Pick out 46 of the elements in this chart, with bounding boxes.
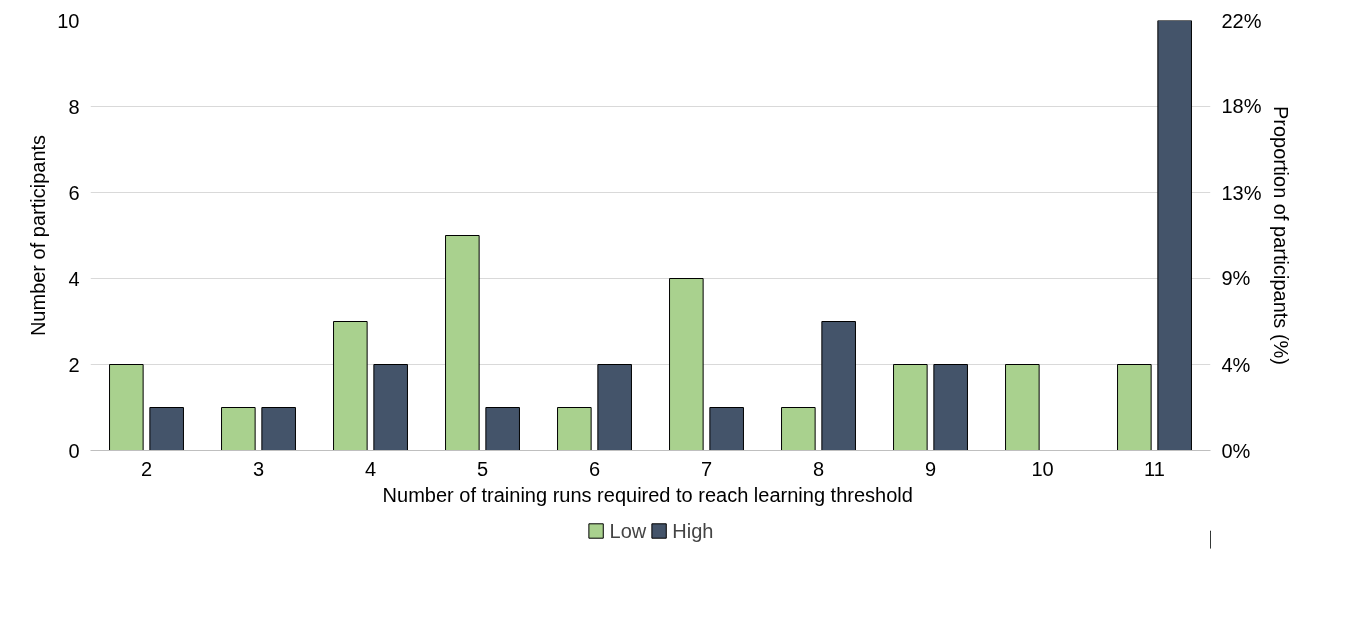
- bar: [1005, 364, 1040, 451]
- y-tick-label: 6: [68, 181, 80, 204]
- bar: [485, 407, 520, 451]
- bar: [933, 364, 968, 451]
- bar: [333, 321, 368, 451]
- y2-tick-label: 13%: [1221, 181, 1262, 204]
- bar: [893, 364, 928, 451]
- bar: [109, 364, 144, 451]
- x-axis-title: Number of training runs required to reach learning threshold: [382, 483, 913, 506]
- bar: [221, 407, 256, 451]
- y2-tick-label: 18%: [1221, 95, 1262, 118]
- bar: [669, 278, 704, 451]
- y-axis-title: Number of participants: [27, 134, 50, 337]
- x-tick-label: 8: [812, 457, 825, 480]
- bar: [149, 407, 184, 451]
- bar: [557, 407, 592, 451]
- x-tick-label: 11: [1144, 457, 1165, 480]
- legend-label: Low: [609, 519, 647, 542]
- bar: [709, 407, 744, 451]
- y2-tick-label: 0%: [1221, 439, 1251, 462]
- y-tick-label: 0: [68, 439, 80, 462]
- y2-axis-title: Proportion of participants (%): [1269, 106, 1292, 366]
- bar: [445, 235, 480, 451]
- y2-tick-label: 9%: [1221, 267, 1251, 290]
- x-tick-label: 3: [252, 457, 265, 480]
- y-tick-label: 8: [68, 95, 80, 118]
- bar: [261, 407, 296, 451]
- x-tick-label: 5: [476, 457, 489, 480]
- x-tick-label: 7: [700, 457, 713, 480]
- y-tick-label: 4: [68, 267, 80, 290]
- x-tick-label: 4: [364, 457, 377, 480]
- bar: [781, 407, 816, 451]
- y-tick-label: 10: [57, 9, 80, 32]
- y2-tick-label: 22%: [1221, 9, 1262, 32]
- bar: [597, 364, 632, 451]
- bar: [373, 364, 408, 451]
- x-tick-label: 9: [924, 457, 937, 480]
- bar: [1157, 20, 1192, 451]
- bar: [821, 321, 856, 451]
- x-tick-label: 2: [140, 457, 153, 480]
- x-tick-label: 10: [1031, 457, 1054, 480]
- y-tick-label: 2: [68, 353, 80, 376]
- bar: [1117, 364, 1152, 451]
- y2-tick-label: 4%: [1221, 353, 1251, 376]
- legend-label: High: [672, 519, 714, 542]
- x-tick-label: 6: [588, 457, 601, 480]
